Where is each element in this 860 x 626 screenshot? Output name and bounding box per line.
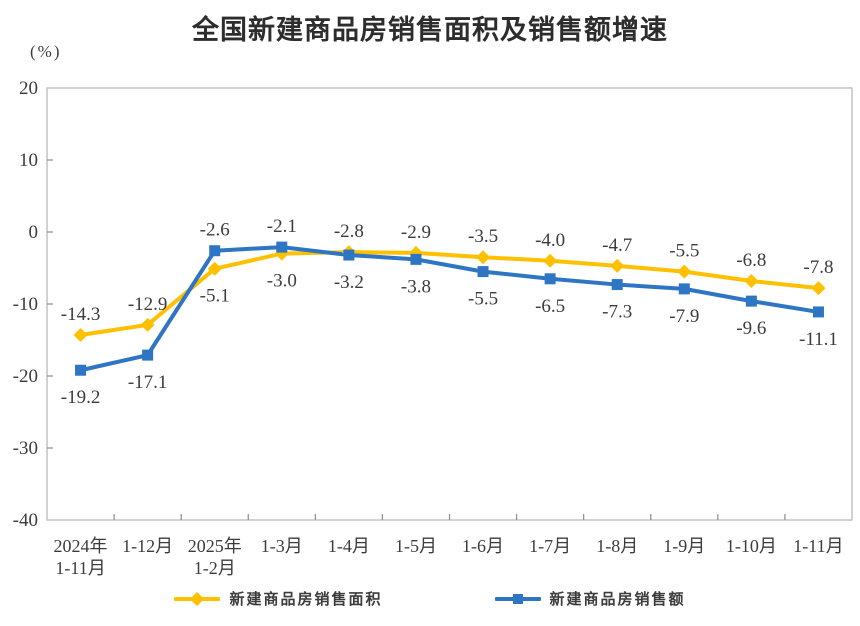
series-1-marker: [678, 283, 690, 295]
x-tick-label: 1-5月: [395, 536, 437, 556]
legend-label-sales-area: 新建商品房销售面积: [229, 592, 383, 608]
plot-border: [46, 87, 853, 521]
series-1-marker: [276, 241, 288, 253]
series-1-marker: [477, 266, 489, 278]
data-label: -9.6: [736, 318, 766, 339]
series-0-marker: [543, 253, 558, 268]
x-tick-label: 1-12月: [122, 536, 173, 556]
data-label: -5.5: [669, 241, 699, 262]
data-label: -2.1: [267, 216, 297, 237]
series-1-marker: [812, 306, 824, 318]
y-tick-label: -40: [13, 510, 38, 531]
series-1-marker: [745, 295, 757, 307]
series-line-0: [78, 250, 821, 337]
x-tick-label: 1-6月: [462, 536, 504, 556]
data-label: -7.8: [803, 257, 833, 278]
data-label: -5.1: [200, 286, 230, 307]
y-tick-label: -30: [13, 438, 38, 459]
legend-item-sales-area: 新建商品房销售面积: [174, 588, 382, 609]
chart-title: 全国新建商品房销售面积及销售额增速: [192, 15, 668, 45]
series-1-marker: [343, 249, 355, 261]
x-tick-label: 2024年 1-11月: [54, 536, 108, 578]
series-1-marker: [75, 364, 87, 376]
series-1-marker: [544, 273, 556, 285]
y-tick-label: 10: [19, 150, 38, 171]
data-label: -4.0: [535, 230, 565, 251]
x-tick-label: 1-10月: [726, 536, 777, 556]
series-0-marker: [677, 264, 692, 279]
data-label: -7.9: [669, 306, 699, 327]
y-tick-label: -10: [13, 294, 38, 315]
series-0-marker: [476, 250, 491, 265]
x-tick-label: 1-11月: [793, 536, 843, 556]
data-label: -12.9: [128, 294, 168, 315]
legend-line-sample: [494, 593, 541, 604]
data-label: -2.9: [401, 222, 431, 243]
series-line-1: [78, 245, 821, 373]
legend: 新建商品房销售面积 新建商品房销售额: [0, 588, 860, 609]
data-label: -11.1: [799, 329, 838, 350]
y-tick-label: -20: [13, 366, 38, 387]
data-label: -3.8: [401, 276, 431, 297]
data-label: -3.0: [267, 271, 297, 292]
series-0-marker: [744, 273, 759, 288]
y-tick-label: 20: [19, 78, 38, 99]
y-axis-unit-label: (%): [30, 42, 62, 61]
data-label: -6.5: [535, 296, 565, 317]
diamond-marker-icon: [190, 591, 205, 606]
legend-label-sales-amount: 新建商品房销售额: [549, 592, 686, 608]
series-1-marker: [611, 279, 623, 291]
series-1-marker: [142, 349, 154, 361]
x-tick-label: 1-8月: [596, 536, 638, 556]
series-0-marker: [610, 258, 625, 273]
data-label: -3.2: [334, 272, 364, 293]
x-tick-label: 1-3月: [261, 536, 303, 556]
series-0-marker: [207, 261, 222, 276]
series-0-marker: [140, 317, 155, 332]
data-label: -19.2: [61, 387, 101, 408]
square-marker-icon: [512, 593, 523, 604]
y-tick-label: 0: [29, 222, 39, 243]
data-label: -4.7: [602, 235, 632, 256]
series-0-marker: [811, 281, 826, 296]
data-label: -14.3: [61, 304, 101, 325]
legend-line-sample: [174, 591, 221, 606]
series-0-marker: [73, 327, 88, 342]
data-label: -7.3: [602, 302, 632, 323]
legend-item-sales-amount: 新建商品房销售额: [494, 588, 686, 609]
data-label: -17.1: [128, 372, 168, 393]
data-label: -2.8: [334, 221, 364, 242]
data-label: -3.5: [468, 226, 498, 247]
data-label: -5.5: [468, 289, 498, 310]
data-label: -6.8: [736, 250, 766, 271]
x-tick-label: 1-4月: [328, 536, 370, 556]
x-tick-label: 1-7月: [529, 536, 571, 556]
series-1-marker: [410, 253, 422, 265]
x-tick-label: 1-9月: [663, 536, 705, 556]
series-1-marker: [209, 245, 221, 257]
data-label: -2.6: [200, 220, 230, 241]
x-tick-label: 2025年 1-2月: [188, 536, 242, 578]
